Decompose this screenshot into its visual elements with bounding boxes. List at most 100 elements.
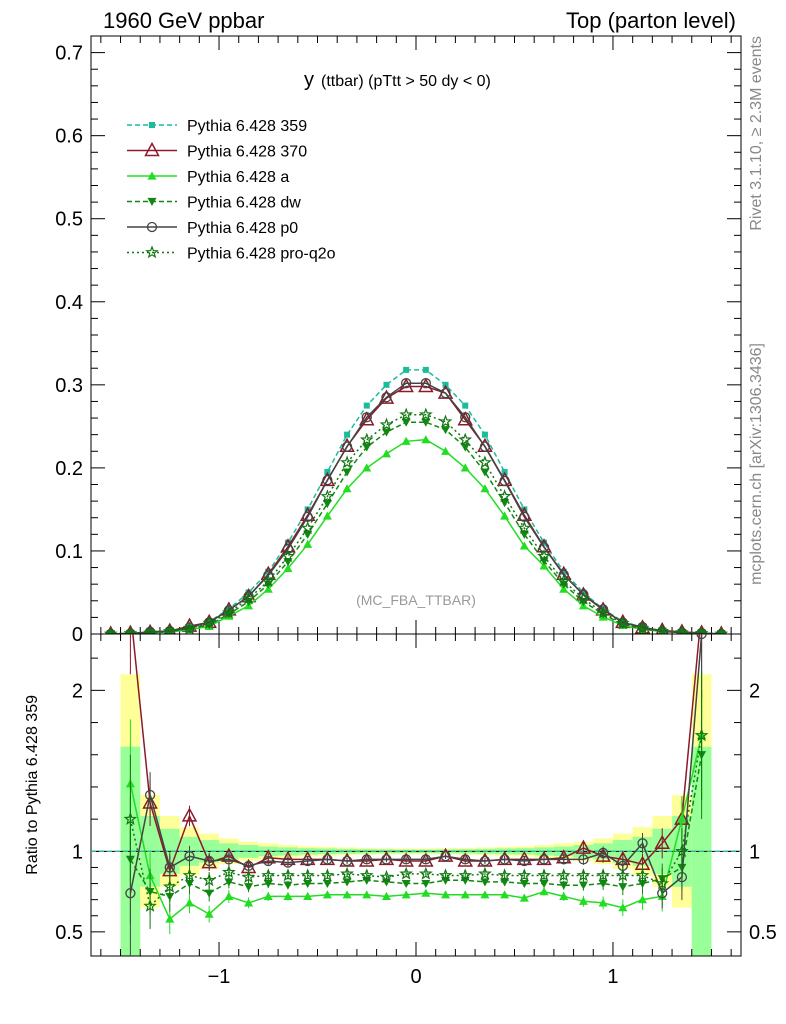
data-point-pythia-6-428-dw	[303, 530, 313, 539]
data-point-pythia-6-428-a	[519, 541, 529, 550]
xtick-label: −1	[208, 966, 231, 988]
ratio-point-pythia-6-428-a	[381, 891, 391, 901]
series-line-pythia-6-428-p0	[110, 382, 722, 634]
legend-label-pythia-6-428-a: Pythia 6.428 a	[187, 169, 289, 186]
ratio-series	[91, 603, 741, 956]
ratio-point-pythia-6-428-pro-q2o	[596, 868, 611, 882]
ratio-point-pythia-6-428-dw	[322, 879, 332, 889]
ratio-point-pythia-6-428-pro-q2o	[418, 866, 433, 880]
ratio-point-pythia-6-428-dw	[578, 881, 588, 890]
ratio-point-pythia-6-428-a	[677, 814, 687, 823]
data-point-pythia-6-428-pro-q2o	[635, 621, 650, 634]
legend-label-pythia-6-428-dw: Pythia 6.428 dw	[187, 195, 301, 212]
data-point-pythia-6-428-359	[284, 539, 291, 546]
ratio-point-pythia-6-428-pro-q2o	[281, 868, 295, 882]
data-point-pythia-6-428-a	[441, 446, 451, 455]
ratio-point-pythia-6-428-dw	[421, 879, 431, 889]
ratio-point-pythia-6-428-370	[654, 834, 670, 850]
data-point-pythia-6-428-pro-q2o	[300, 520, 315, 535]
data-point-pythia-6-428-pro-q2o	[596, 605, 611, 619]
ratio-point-pythia-6-428-a	[519, 893, 529, 902]
legend-marker-pythia-6-428-dw	[147, 197, 157, 206]
ratio-point-pythia-6-428-370	[695, 603, 708, 615]
main-ytick-label: 0.1	[55, 541, 83, 563]
legend-label-pythia-6-428-359: Pythia 6.428 359	[187, 118, 307, 135]
ratio-point-pythia-6-428-p0	[322, 854, 333, 865]
ratio-ytick-label-right: 2	[749, 680, 760, 702]
ratio-point-pythia-6-428-dw	[539, 879, 549, 889]
data-point-pythia-6-428-a	[283, 563, 293, 572]
ratio-point-pythia-6-428-dw	[500, 878, 510, 887]
ratio-point-pythia-6-428-a	[184, 898, 194, 907]
ratio-point-pythia-6-428-p0	[401, 854, 412, 865]
ratio-point-pythia-6-428-p0	[144, 789, 156, 801]
legend: Pythia 6.428 359 Pythia 6.428 370 Pythia 6…	[127, 118, 336, 263]
side-label-rivet: Rivet 3.1.10, ≥ 2.3M events	[748, 36, 765, 231]
ratio-point-pythia-6-428-pro-q2o	[694, 728, 709, 742]
ratio-line-pythia-6-428-dw	[129, 754, 703, 898]
legend-marker-pythia-6-428-a	[147, 171, 157, 180]
ratio-point-pythia-6-428-pro-q2o	[655, 876, 670, 890]
legend-label-pythia-6-428-370: Pythia 6.428 370	[187, 144, 307, 161]
ratio-line-pythia-6-428-370	[132, 634, 701, 874]
ratio-point-pythia-6-428-pro-q2o	[162, 879, 177, 893]
ratio-point-pythia-6-428-pro-q2o	[438, 868, 453, 882]
ratio-point-pythia-6-428-pro-q2o	[123, 811, 138, 825]
ratio-point-pythia-6-428-a	[303, 891, 313, 901]
ratio-point-pythia-6-428-a	[578, 896, 588, 905]
data-point-pythia-6-428-dw	[500, 499, 510, 508]
data-point-pythia-6-428-pro-q2o	[517, 520, 532, 535]
ratio-line-pythia-6-428-pro-q2o	[129, 735, 703, 908]
data-point-pythia-6-428-a	[303, 539, 313, 548]
ratio-point-pythia-6-428-p0	[440, 851, 451, 862]
ratio-point-pythia-6-428-a	[263, 891, 273, 901]
ratio-point-pythia-6-428-p0	[479, 855, 491, 867]
data-point-pythia-6-428-a	[539, 561, 549, 570]
data-point-pythia-6-428-pro-q2o	[458, 432, 473, 446]
data-point-pythia-6-428-pro-q2o	[399, 407, 414, 421]
ratio-point-pythia-6-428-p0	[361, 854, 372, 865]
data-point-pythia-6-428-dw	[460, 443, 470, 452]
main-ytick-label: 0	[72, 624, 83, 646]
ratio-point-pythia-6-428-dw	[283, 881, 293, 890]
ratio-point-pythia-6-428-pro-q2o	[300, 868, 315, 882]
main-ytick-label: 0.6	[55, 126, 83, 148]
ratio-point-pythia-6-428-pro-q2o	[556, 868, 571, 882]
data-point-pythia-6-428-pro-q2o	[379, 417, 394, 431]
data-point-pythia-6-428-a	[381, 449, 391, 458]
data-point-pythia-6-428-pro-q2o	[675, 625, 689, 634]
data-point-pythia-6-428-p0	[282, 543, 294, 555]
ratio-point-pythia-6-428-a	[224, 891, 234, 901]
data-point-pythia-6-428-pro-q2o	[694, 626, 709, 634]
ratio-point-pythia-6-428-a	[638, 895, 648, 904]
ratio-point-pythia-6-428-dw	[342, 878, 352, 887]
data-point-pythia-6-428-p0	[479, 441, 491, 452]
data-point-pythia-6-428-370	[457, 411, 474, 426]
ratio-point-pythia-6-428-a	[401, 890, 411, 899]
ratio-point-pythia-6-428-a	[165, 914, 175, 923]
ratio-point-pythia-6-428-p0	[637, 838, 648, 849]
ratio-point-pythia-6-428-a	[559, 891, 569, 901]
ratio-point-pythia-6-428-pro-q2o	[202, 873, 217, 887]
main-ticks: 0 0.1 0.2 0.3 0.4 0.5 0.6 0.7	[55, 36, 741, 646]
data-point-pythia-6-428-pro-q2o	[261, 573, 276, 587]
ratio-point-pythia-6-428-dw	[618, 883, 628, 892]
data-point-pythia-6-428-p0	[420, 378, 431, 389]
data-point-pythia-6-428-dw	[421, 418, 431, 427]
data-point-pythia-6-428-p0	[460, 412, 471, 423]
data-point-pythia-6-428-a	[421, 435, 431, 444]
ratio-point-pythia-6-428-a	[283, 891, 293, 901]
xtick-label: 1	[607, 966, 618, 988]
ratio-point-pythia-6-428-a	[342, 890, 352, 899]
data-point-pythia-6-428-pro-q2o	[221, 605, 236, 619]
ratio-line-pythia-6-428-p0	[129, 634, 703, 895]
data-point-pythia-6-428-pro-q2o	[714, 626, 729, 634]
ratio-point-pythia-6-428-a	[244, 898, 254, 907]
ratio-point-pythia-6-428-pro-q2o	[340, 866, 354, 880]
ratio-point-pythia-6-428-pro-q2o	[359, 868, 374, 882]
data-point-pythia-6-428-p0	[499, 475, 510, 487]
data-point-pythia-6-428-dw	[441, 426, 451, 435]
data-point-pythia-6-428-dw	[362, 443, 372, 452]
ratio-point-pythia-6-428-pro-q2o	[241, 869, 256, 884]
ratio-point-pythia-6-428-p0	[420, 854, 431, 865]
